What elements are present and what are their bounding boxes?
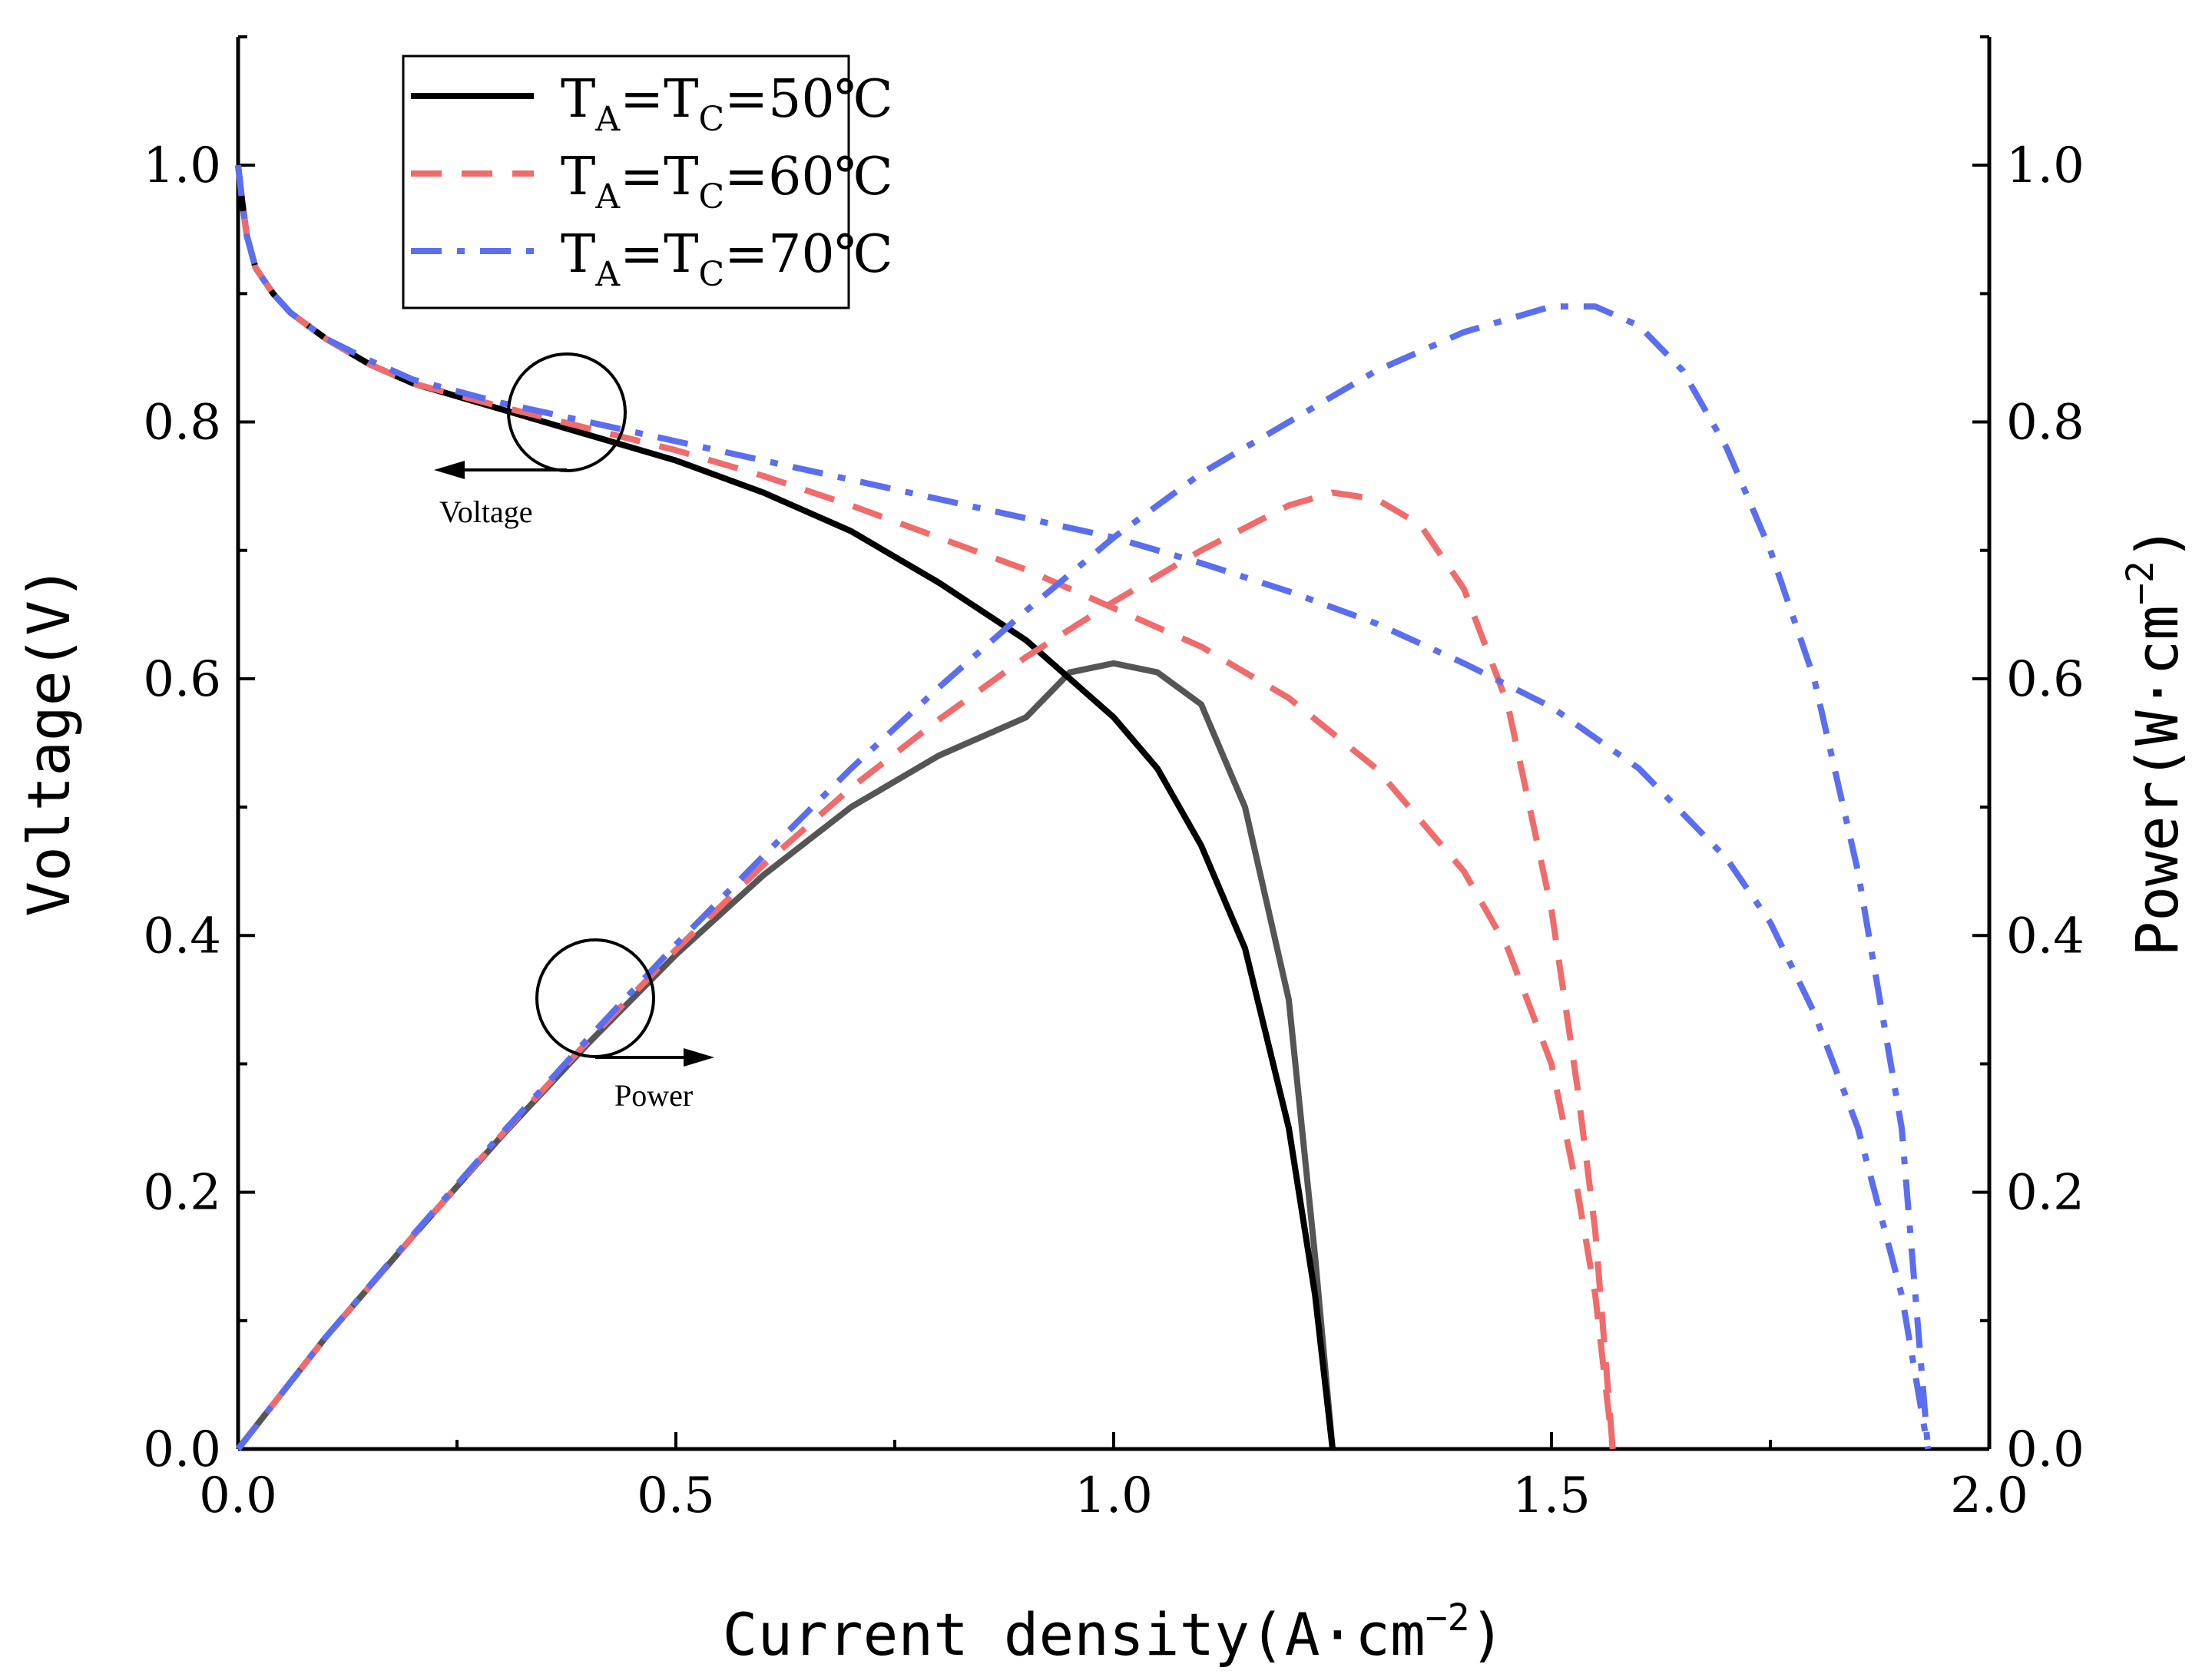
legend: TA=TC=50℃ TA=TC=60℃ TA=TC=70℃	[402, 55, 893, 309]
legend-60-sub1: A	[594, 177, 621, 217]
voltage-annotation-arrow-head	[434, 461, 465, 479]
legend-70-mid: =T	[620, 224, 698, 285]
voltage-curve-60	[235, 164, 1616, 1450]
legend-70-tail: =70℃	[724, 224, 893, 285]
x-tick-label: 2.0	[1950, 1467, 2028, 1524]
voltage-curve-50	[235, 164, 1336, 1450]
legend-50-base: T	[561, 69, 595, 130]
x-tick-label: 0.5	[637, 1467, 715, 1524]
y-right-tick-label: 0.4	[2006, 908, 2085, 964]
y-left-tick-label: 1.0	[143, 137, 221, 194]
power-annotation-label: Power	[614, 1078, 693, 1113]
x-axis-title: Current density(A·cm−2)	[723, 1596, 1505, 1669]
x-tick-label: 1.5	[1512, 1467, 1591, 1524]
power-curve-60	[235, 489, 1616, 1451]
tick-group	[237, 35, 1991, 1451]
x-axis-title-close: )	[1470, 1600, 1505, 1669]
legend-label-70: TA=TC=70℃	[561, 224, 893, 294]
x-tick-label: 1.0	[1075, 1467, 1153, 1524]
y-axis-right-title: Power(W·cm−2)	[2119, 525, 2191, 956]
y-left-tick-label: 0.2	[143, 1165, 221, 1222]
voltage-annotation-label: Voltage	[439, 495, 532, 529]
y-right-tick-label: 0.0	[2006, 1421, 2085, 1478]
tick-label-group: 0.0 0.5 1.0 1.5 2.00.00.20.40.60.81.00.00.20…	[143, 137, 2085, 1524]
legend-70-sub2: C	[698, 255, 724, 294]
x-tick-label: 0.0	[199, 1467, 277, 1524]
legend-label-50: TA=TC=50℃	[561, 69, 893, 139]
y-right-tick-label: 1.0	[2006, 137, 2085, 194]
legend-50-sub2: C	[698, 100, 724, 139]
legend-50-tail: =50℃	[724, 69, 893, 130]
power-annotation-arrow-head	[684, 1048, 714, 1067]
legend-50-sub1: A	[594, 100, 621, 139]
y-left-tick-label: 0.4	[143, 908, 221, 964]
y-right-tick-label: 0.8	[2006, 395, 2085, 452]
y-axis-left-title: Voltage(V)	[15, 565, 83, 917]
x-axis-title-text: Current density(A·cm	[723, 1600, 1426, 1669]
voltage-curve-70	[235, 164, 1932, 1450]
curve-group	[235, 164, 1932, 1451]
legend-60-base: T	[561, 147, 595, 207]
legend-70-sub1: A	[594, 255, 621, 294]
legend-60-sub2: C	[698, 177, 724, 217]
power-annotation: Power	[535, 938, 714, 1113]
y-axis-right-title-sup: −2	[2119, 561, 2162, 605]
legend-70-base: T	[561, 224, 595, 285]
y-right-tick-label: 0.6	[2006, 651, 2085, 708]
legend-50-mid: =T	[620, 69, 698, 130]
power-curve-70	[235, 303, 1932, 1451]
legend-60-mid: =T	[620, 147, 698, 207]
legend-label-60: TA=TC=60℃	[561, 147, 893, 217]
voltage-annotation: Voltage	[434, 352, 627, 529]
y-left-tick-label: 0.6	[143, 651, 221, 708]
y-left-tick-label: 0.8	[143, 395, 221, 452]
y-axis-right-title-text: Power(W·cm	[2123, 605, 2191, 957]
power-curve-50	[235, 660, 1336, 1451]
x-axis-title-sup: −2	[1426, 1596, 1470, 1639]
y-left-tick-label: 0.0	[143, 1421, 221, 1478]
y-right-tick-label: 0.2	[2006, 1165, 2085, 1222]
legend-60-tail: =60℃	[724, 147, 893, 207]
y-axis-right-title-close: )	[2123, 525, 2191, 561]
